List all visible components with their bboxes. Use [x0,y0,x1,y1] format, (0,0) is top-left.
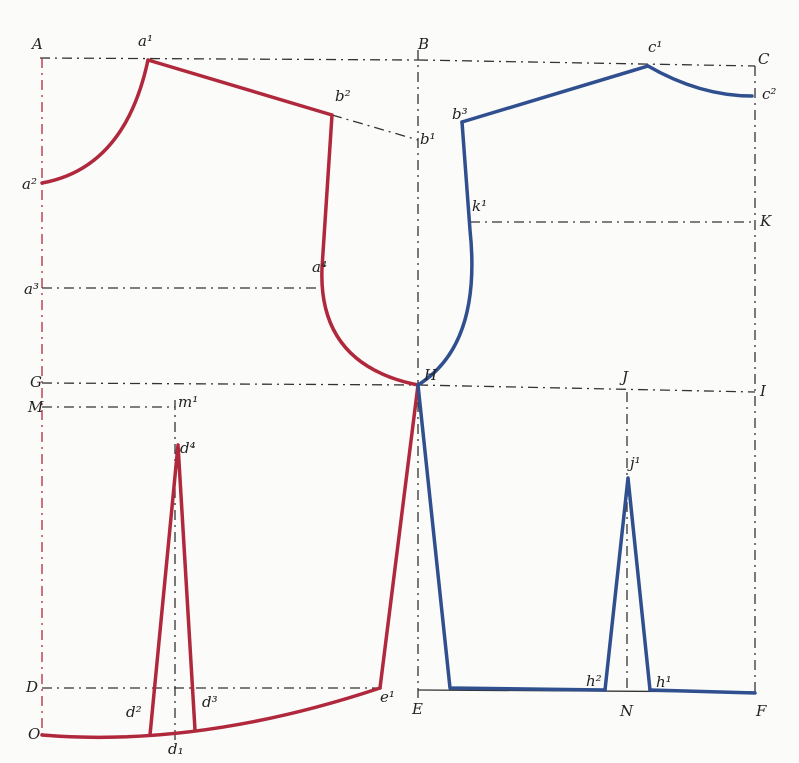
point-label: D [25,678,38,696]
armhole [416,120,474,387]
point-label: B [417,35,429,53]
shoulder [460,64,650,124]
point-label: d³ [202,693,218,711]
guide-line [41,382,419,386]
neckline [646,64,754,98]
guide-lines [39,50,756,742]
point-label: a³ [24,280,39,298]
point-label: I [759,382,767,400]
point-label: a² [22,175,37,193]
point-label: c² [762,85,776,103]
point-label: H [423,366,438,384]
neckline [40,58,150,185]
point-label: N [619,702,634,720]
point-label: b³ [452,105,468,123]
point-label: d₁ [168,740,184,758]
side-seam [378,383,420,690]
point-label: G [30,373,42,391]
point-label: A [30,35,43,53]
point-label: d² [126,703,142,721]
point-labels: A a¹ B c¹ C b² b³ b¹ c² a² k¹ K a⁴ a³ G … [22,32,776,758]
point-label: a¹ [138,32,153,50]
guide-line [417,59,756,67]
dart [148,443,197,737]
point-label: h¹ [656,673,672,691]
point-label: e¹ [380,688,395,706]
point-label: M [27,398,44,416]
back-pattern [416,64,757,695]
point-label: b¹ [420,130,436,148]
waistline [648,688,757,695]
dart [603,476,652,692]
point-label: h² [586,672,602,690]
point-label: j¹ [627,454,641,472]
side-seam [416,383,607,692]
point-label: J [619,368,629,386]
shoulder [146,58,334,117]
point-label: C [758,50,770,68]
point-label: m¹ [178,393,198,411]
point-label: E [411,700,423,718]
guide-line [39,57,419,61]
point-label: a⁴ [312,258,327,276]
point-label: b² [335,87,351,105]
point-label: d⁴ [180,439,196,457]
front-pattern [40,58,420,740]
guide-line [331,114,419,141]
armhole [320,113,420,387]
waistline [40,686,382,740]
point-label: F [755,702,767,720]
point-label: k¹ [472,197,487,215]
point-label: K [759,212,772,230]
point-label: O [28,725,40,743]
guide-line [417,384,756,393]
point-label: c¹ [648,38,662,56]
